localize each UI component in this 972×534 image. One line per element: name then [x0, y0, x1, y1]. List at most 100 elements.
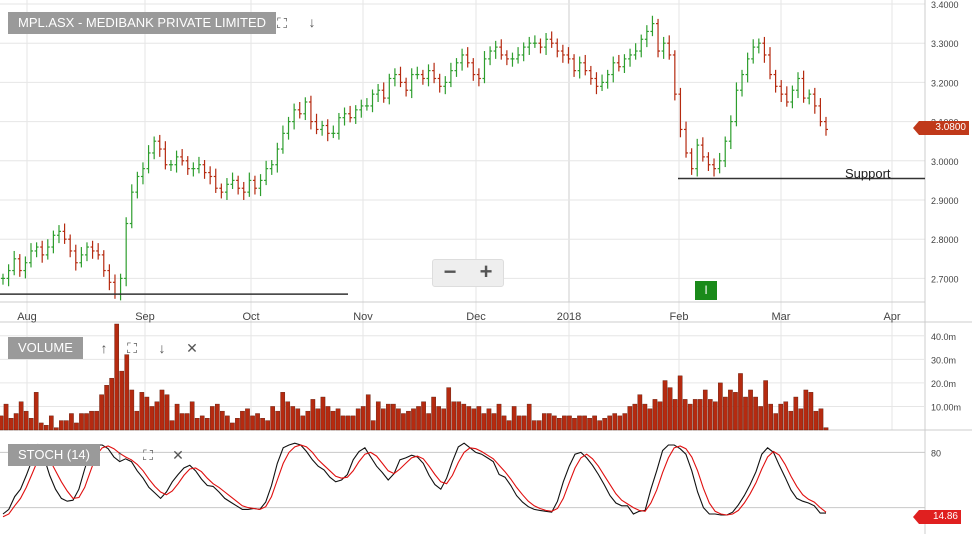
price-bar	[600, 74, 605, 92]
price-bar	[174, 150, 179, 173]
price-bar	[359, 99, 364, 118]
volume-bar	[164, 394, 170, 431]
price-bar	[521, 42, 526, 62]
price-bar	[185, 156, 190, 175]
volume-bar	[607, 415, 613, 431]
price-bar	[1, 273, 5, 285]
price-bar	[40, 240, 45, 263]
price-bar	[644, 25, 649, 48]
volume-bar	[129, 389, 135, 431]
price-bar	[454, 58, 459, 77]
volume-bar	[446, 387, 452, 431]
volume-bar	[577, 415, 582, 431]
volume-bar	[738, 373, 743, 431]
zoom-control: − +	[432, 259, 504, 287]
price-bar	[129, 184, 134, 229]
volume-bar	[315, 408, 321, 431]
volume-bar	[13, 413, 19, 431]
volume-bar	[235, 418, 240, 431]
volume-bar	[808, 392, 814, 431]
volume-bar	[632, 403, 638, 431]
expand-icon[interactable]: ⛶	[127, 340, 137, 356]
volume-bar	[813, 410, 819, 431]
price-bar	[79, 247, 84, 268]
price-bar	[146, 145, 151, 174]
volume-bar	[94, 410, 99, 431]
price-bar	[734, 82, 739, 127]
event-marker[interactable]: I	[695, 281, 717, 300]
x-axis-tick-label: 2018	[557, 311, 581, 323]
price-bar	[566, 47, 571, 64]
close-icon[interactable]: ✕	[186, 340, 198, 356]
volume-bar	[169, 420, 175, 431]
volume-bar	[79, 413, 84, 431]
volume-bar	[773, 413, 779, 431]
close-icon[interactable]: ✕	[172, 447, 184, 463]
zoom-out-button[interactable]: −	[443, 259, 457, 284]
volume-bar	[199, 415, 205, 431]
price-bar	[762, 36, 767, 63]
expand-icon[interactable]: ⛶	[277, 15, 287, 31]
price-bar	[465, 47, 470, 68]
price-bar	[611, 56, 616, 83]
price-bar	[163, 141, 168, 170]
volume-bar	[375, 401, 381, 431]
volume-bar	[476, 406, 482, 431]
x-axis-tick-label: Feb	[670, 311, 689, 323]
price-bar	[387, 73, 392, 105]
volume-bar	[104, 385, 109, 431]
move-down-icon[interactable]: ↓	[158, 340, 166, 356]
price-bar	[342, 107, 347, 126]
volume-bar	[54, 427, 59, 431]
volume-bar	[627, 406, 633, 431]
price-bar	[510, 52, 515, 67]
price-bar	[28, 243, 33, 268]
volume-bar	[89, 410, 94, 431]
volume-bar	[69, 413, 74, 431]
volume-bar	[441, 408, 446, 431]
zoom-in-button[interactable]: +	[479, 259, 493, 284]
price-bar	[96, 243, 101, 260]
price-bar	[633, 43, 638, 60]
price-bar	[544, 33, 549, 55]
volume-bar	[391, 403, 396, 431]
volume-bar	[84, 413, 89, 431]
volume-bar	[260, 418, 265, 431]
arrow-down-icon[interactable]: ↓	[308, 14, 316, 30]
volume-panel-title: VOLUME	[8, 337, 83, 359]
move-up-icon[interactable]: ↑	[116, 447, 124, 463]
price-bar	[706, 152, 711, 171]
price-bar	[768, 47, 773, 80]
volume-bar	[64, 420, 69, 431]
price-bar	[661, 36, 666, 59]
price-bar	[348, 105, 353, 123]
volume-bar	[793, 396, 799, 431]
volume-bar	[536, 420, 542, 431]
price-bar	[219, 183, 224, 199]
expand-icon[interactable]: ⛶	[143, 447, 153, 463]
price-bar	[488, 46, 493, 66]
volume-bar	[99, 394, 104, 431]
volume-bar	[486, 408, 492, 431]
price-bar	[476, 68, 481, 87]
volume-bar	[466, 406, 472, 431]
last-price-pointer	[913, 121, 919, 135]
volume-bar	[552, 415, 557, 431]
price-bar	[45, 239, 50, 260]
price-bar	[779, 80, 784, 102]
volume-bar	[255, 413, 260, 431]
price-bar	[740, 69, 745, 97]
volume-bar	[597, 420, 602, 431]
volume-bar	[647, 408, 653, 431]
chart-title: MPL.ASX - MEDIBANK PRIVATE LIMITED	[8, 12, 277, 34]
price-bar	[292, 103, 297, 130]
volume-bar	[677, 375, 683, 431]
price-bar	[728, 115, 733, 150]
price-bar	[303, 97, 308, 121]
volume-bar	[330, 410, 336, 431]
price-bar	[420, 69, 425, 85]
price-bar	[208, 166, 213, 185]
volume-bar	[220, 410, 225, 431]
move-up-icon[interactable]: ↑	[100, 340, 108, 356]
price-bar	[700, 137, 705, 162]
